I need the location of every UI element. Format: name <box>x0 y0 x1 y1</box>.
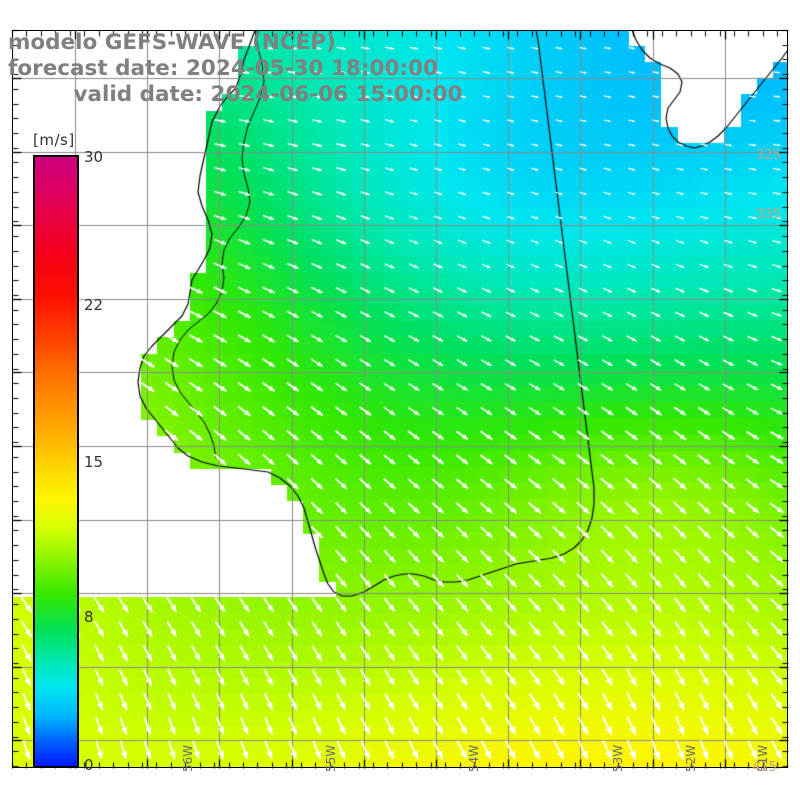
colorbar-tick-0: 0 <box>84 756 94 774</box>
colorbar-tick-15: 15 <box>84 453 104 471</box>
secondary-label: 415 <box>752 760 777 775</box>
lon-label: 55W <box>324 744 338 772</box>
map-plot-area <box>12 30 788 768</box>
secondary-label: 335 <box>756 207 781 222</box>
lon-label: 53W <box>611 744 625 772</box>
lon-label: 54W <box>467 744 481 772</box>
colorbar-tick-22: 22 <box>84 296 104 314</box>
lon-label: 56W <box>181 744 195 772</box>
colorbar-tick-30: 30 <box>84 148 104 166</box>
wind-vector-layer <box>12 30 788 768</box>
secondary-label: 325 <box>756 148 781 163</box>
colorbar-gradient <box>35 157 77 766</box>
colorbar <box>33 155 79 768</box>
lon-label: 52W <box>684 744 698 772</box>
colorbar-tick-8: 8 <box>84 608 94 626</box>
colorbar-units-label: [m/s] <box>33 131 75 149</box>
